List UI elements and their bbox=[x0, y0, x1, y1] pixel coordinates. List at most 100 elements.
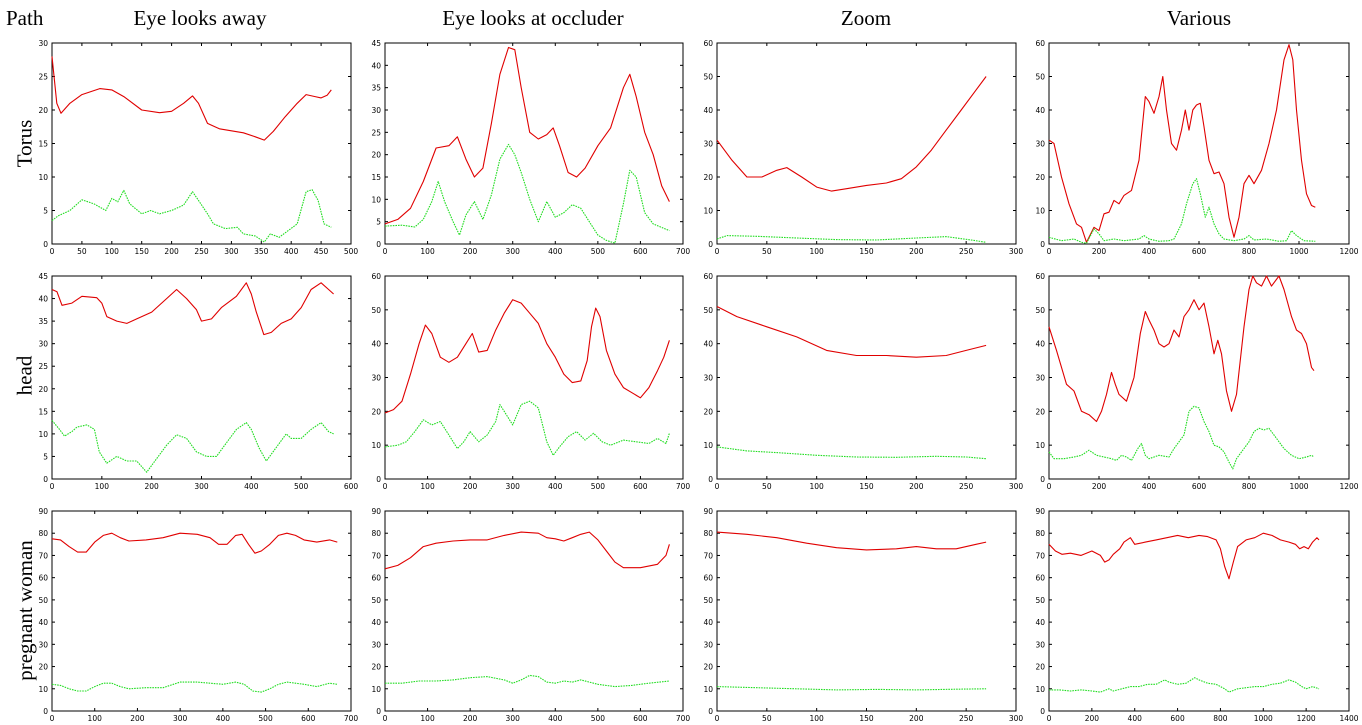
y-tick-label: 60 bbox=[1035, 574, 1045, 583]
column-title-2: Eye looks at occluder bbox=[442, 6, 624, 30]
y-tick-label: 0 bbox=[708, 240, 713, 249]
series-lower-line bbox=[51, 681, 338, 693]
x-tick-label: 300 bbox=[1009, 247, 1024, 256]
y-tick-label: 10 bbox=[1035, 441, 1045, 450]
x-tick-label: 200 bbox=[1092, 482, 1107, 491]
y-tick-label: 20 bbox=[38, 385, 48, 394]
y-tick-label: 20 bbox=[703, 663, 713, 672]
x-tick-label: 200 bbox=[1092, 247, 1107, 256]
y-tick-label: 30 bbox=[703, 640, 713, 649]
y-tick-label: 90 bbox=[1035, 507, 1045, 516]
x-tick-label: 600 bbox=[633, 482, 648, 491]
x-tick-label: 0 bbox=[383, 247, 388, 256]
x-tick-label: 0 bbox=[1047, 482, 1052, 491]
series-upper-line bbox=[384, 531, 670, 570]
plot-frame bbox=[51, 42, 352, 245]
x-tick-label: 800 bbox=[1242, 247, 1257, 256]
x-tick-label: 100 bbox=[420, 714, 435, 723]
x-tick-label: 1000 bbox=[1254, 714, 1273, 723]
x-tick-label: 250 bbox=[959, 482, 974, 491]
x-tick-label: 200 bbox=[164, 247, 179, 256]
x-tick-label: 0 bbox=[715, 247, 720, 256]
series-lower-line bbox=[716, 446, 987, 460]
x-tick-label: 1000 bbox=[1289, 482, 1308, 491]
x-tick-label: 300 bbox=[506, 247, 521, 256]
x-tick-label: 300 bbox=[224, 247, 239, 256]
x-tick-label: 150 bbox=[135, 247, 150, 256]
x-tick-label: 200 bbox=[909, 482, 924, 491]
series-lower-line bbox=[1048, 178, 1316, 244]
x-tick-label: 0 bbox=[383, 482, 388, 491]
series-upper-line bbox=[1048, 44, 1316, 243]
series-lower-line bbox=[384, 400, 670, 456]
x-tick-label: 1200 bbox=[1297, 714, 1316, 723]
y-tick-label: 60 bbox=[371, 272, 381, 281]
panel-2-3: 0 50 100 150 200 250 300 0 10 20 30 40 50 60 bbox=[703, 272, 1023, 491]
x-tick-label: 450 bbox=[314, 247, 329, 256]
y-tick-label: 5 bbox=[43, 452, 48, 461]
y-tick-label: 20 bbox=[703, 407, 713, 416]
panel-1-3: 0 50 100 150 200 250 300 0 10 20 30 40 50 60 bbox=[703, 39, 1023, 256]
y-tick-label: 0 bbox=[376, 475, 381, 484]
x-tick-label: 400 bbox=[216, 714, 231, 723]
plot-frame bbox=[716, 42, 1017, 245]
series-upper-line bbox=[51, 282, 334, 336]
y-tick-label: 10 bbox=[38, 173, 48, 182]
x-tick-label: 500 bbox=[258, 714, 273, 723]
y-tick-label: 70 bbox=[703, 551, 713, 560]
panel-2-4: 0 200 400 600 800 1000 1200 0 10 20 30 40 50 60 bbox=[1035, 272, 1358, 491]
y-tick-label: 25 bbox=[371, 128, 381, 137]
y-tick-label: 20 bbox=[371, 663, 381, 672]
y-tick-label: 40 bbox=[38, 618, 48, 627]
x-tick-label: 200 bbox=[909, 247, 924, 256]
y-tick-label: 50 bbox=[38, 596, 48, 605]
y-tick-label: 90 bbox=[703, 507, 713, 516]
x-tick-label: 600 bbox=[301, 714, 316, 723]
y-tick-label: 80 bbox=[38, 529, 48, 538]
y-tick-label: 10 bbox=[371, 195, 381, 204]
x-tick-label: 800 bbox=[1242, 482, 1257, 491]
series-upper-line bbox=[716, 531, 987, 551]
y-tick-label: 0 bbox=[708, 475, 713, 484]
y-tick-label: 30 bbox=[703, 374, 713, 383]
y-tick-label: 90 bbox=[371, 507, 381, 516]
x-tick-label: 400 bbox=[548, 714, 563, 723]
y-tick-label: 10 bbox=[703, 207, 713, 216]
plot-frame bbox=[1048, 275, 1350, 480]
y-tick-label: 10 bbox=[38, 685, 48, 694]
x-tick-label: 50 bbox=[762, 714, 772, 723]
x-tick-label: 600 bbox=[633, 714, 648, 723]
y-tick-label: 0 bbox=[1040, 475, 1045, 484]
y-tick-label: 0 bbox=[43, 475, 48, 484]
x-tick-label: 700 bbox=[676, 482, 691, 491]
y-tick-label: 45 bbox=[371, 39, 381, 48]
x-tick-label: 200 bbox=[130, 714, 145, 723]
y-tick-label: 70 bbox=[1035, 551, 1045, 560]
y-tick-label: 40 bbox=[703, 340, 713, 349]
y-tick-label: 10 bbox=[1035, 685, 1045, 694]
x-tick-label: 400 bbox=[244, 482, 259, 491]
x-tick-label: 700 bbox=[676, 247, 691, 256]
y-tick-label: 30 bbox=[1035, 140, 1045, 149]
x-tick-label: 0 bbox=[715, 714, 720, 723]
y-tick-label: 10 bbox=[371, 685, 381, 694]
x-tick-label: 600 bbox=[1192, 247, 1207, 256]
y-tick-label: 50 bbox=[371, 596, 381, 605]
y-tick-label: 60 bbox=[371, 574, 381, 583]
plot-frame bbox=[716, 510, 1017, 712]
y-tick-label: 60 bbox=[1035, 39, 1045, 48]
series-lower-line bbox=[51, 189, 332, 243]
x-tick-label: 0 bbox=[1047, 247, 1052, 256]
series-upper-line bbox=[384, 46, 670, 225]
x-tick-label: 400 bbox=[1128, 714, 1143, 723]
y-tick-label: 50 bbox=[1035, 73, 1045, 82]
x-tick-label: 0 bbox=[50, 247, 55, 256]
y-tick-label: 90 bbox=[38, 507, 48, 516]
x-tick-label: 500 bbox=[591, 247, 606, 256]
panel-3-1: 0 100 200 300 400 500 600 700 0 10 20 30 40 50 60 70 80 9… bbox=[38, 507, 358, 723]
x-tick-label: 200 bbox=[909, 714, 924, 723]
y-tick-label: 40 bbox=[1035, 618, 1045, 627]
x-tick-label: 250 bbox=[194, 247, 209, 256]
